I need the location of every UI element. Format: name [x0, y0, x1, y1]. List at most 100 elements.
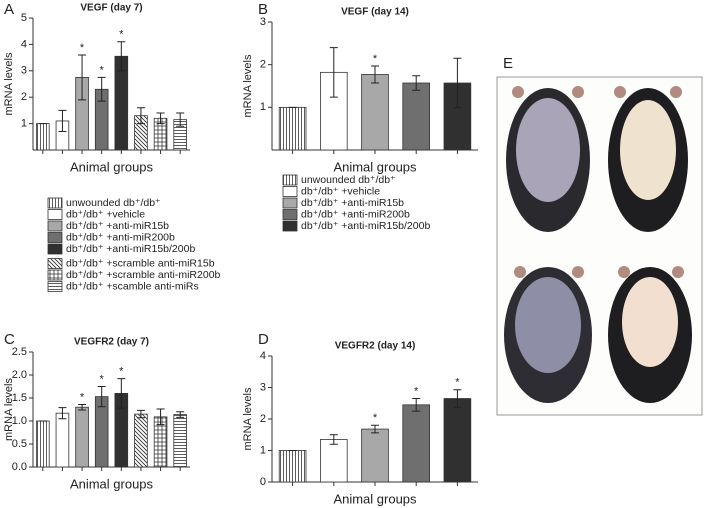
bar [361, 428, 389, 483]
legend-swatch [282, 186, 298, 197]
panel-letter: B [258, 1, 268, 18]
legend-label: unwounded db⁺/db⁺ [66, 197, 161, 209]
y-tick-label: 3 [260, 16, 266, 28]
bar [36, 420, 50, 468]
chart-title: VEGFR2 (day 14) [335, 341, 416, 352]
y-tick-label: 1 [21, 118, 27, 130]
error-bar [176, 112, 185, 127]
x-axis-title: Animal groups [333, 159, 417, 174]
error-bar [97, 386, 106, 408]
significance-mark: * [455, 377, 460, 389]
legend-swatch [47, 281, 63, 292]
y-tick-label: 4 [21, 38, 27, 50]
y-tick-label: 1 [260, 101, 266, 113]
error-bar [453, 57, 462, 109]
chart-title: VEGFR2 (day 7) [74, 337, 149, 348]
error-bar [97, 76, 106, 102]
error-bar [117, 41, 126, 72]
panel-letter: E [503, 55, 513, 72]
error-bar [329, 47, 338, 98]
legend-swatch [47, 209, 63, 220]
error-bar [58, 109, 67, 133]
significance-mark: * [373, 53, 378, 65]
panel-letter: C [4, 331, 15, 348]
significance-mark: * [373, 412, 378, 424]
error-bar [371, 65, 379, 84]
significance-mark: * [80, 42, 85, 54]
legend-label: db⁺/db⁺ +scramble anti-miR15b [66, 257, 215, 269]
significance-mark: * [119, 29, 124, 41]
y-axis-title: mRNA levels [3, 52, 15, 115]
error-bar [329, 434, 338, 445]
legend-swatch [47, 197, 63, 209]
bar [278, 450, 307, 483]
x-axis-title: Animal groups [70, 476, 154, 491]
legend-label: db⁺/db⁺ +anti-miR15b/200b [66, 243, 195, 255]
bar [173, 414, 187, 468]
error-bar [58, 407, 67, 420]
significance-mark: * [414, 385, 419, 397]
mouse [608, 266, 692, 403]
y-tick-label: 3 [21, 65, 27, 77]
y-tick-label: 3 [260, 381, 266, 393]
y-tick-label: 1.5 [12, 392, 27, 404]
legend-swatch [47, 243, 63, 255]
photo-panel: E [496, 55, 703, 416]
error-bar [453, 389, 462, 408]
legend-label: unwounded db⁺/db⁺ [301, 174, 396, 186]
y-tick-label: 0.0 [12, 461, 27, 473]
legend-label: db⁺/db⁺ +vehicle [301, 185, 380, 197]
y-tick-label: 2 [260, 413, 266, 425]
legend-swatch [47, 220, 63, 232]
significance-mark: * [100, 373, 105, 385]
error-bar [176, 411, 185, 418]
legend-label: db⁺/db⁺ +anti-miR15b [66, 220, 169, 232]
error-bar [78, 54, 87, 101]
error-bar [136, 107, 145, 125]
y-axis-title: mRNA levels [242, 54, 254, 117]
y-tick-label: 1.0 [12, 415, 27, 427]
y-axis-title: mRNA levels [242, 387, 254, 450]
legend-label: db⁺/db⁺ +vehicle [66, 208, 145, 220]
error-bar [136, 409, 145, 419]
bar [55, 412, 70, 468]
y-tick-label: 4 [260, 350, 266, 362]
legend-swatch [282, 220, 298, 232]
bar [320, 439, 348, 483]
y-tick-label: 2 [21, 91, 27, 103]
x-axis-title: Animal groups [70, 159, 154, 174]
legend-label: db⁺/db⁺ +scamble anti-miRs [66, 280, 199, 292]
mouse [506, 86, 590, 232]
chart-title: VEGF (day 14) [341, 7, 409, 18]
chart-title: VEGF (day 7) [80, 3, 142, 14]
bar [402, 82, 430, 151]
significance-mark: * [100, 64, 105, 76]
bar [361, 74, 389, 151]
legend-label: db⁺/db⁺ +scramble anti-miR200b [66, 269, 221, 281]
legend-swatch [282, 209, 298, 220]
bar [75, 406, 89, 468]
legend-swatch [47, 269, 63, 281]
x-axis-title: Animal groups [333, 491, 417, 506]
y-axis-title: mRNA levels [3, 378, 15, 441]
significance-mark: * [80, 391, 85, 403]
panel-letter: A [4, 1, 14, 18]
legend-swatch [282, 174, 298, 186]
panel-letter: D [258, 331, 269, 348]
legend-label: db⁺/db⁺ +anti-miR200b [66, 231, 175, 243]
legend-label: db⁺/db⁺ +anti-miR15b [301, 197, 404, 209]
legend-swatch [47, 232, 63, 243]
y-tick-label: 0 [260, 476, 266, 488]
error-bar [412, 398, 421, 412]
legend-label: db⁺/db⁺ +anti-miR15b/200b [301, 220, 430, 232]
y-tick-label: 2.5 [12, 346, 27, 358]
error-bar [156, 408, 165, 426]
y-tick-label: 1 [260, 444, 266, 456]
bar [443, 398, 472, 483]
error-bar [117, 378, 126, 409]
error-bar [371, 424, 379, 434]
y-tick-label: 5 [21, 12, 27, 24]
bar [36, 123, 50, 151]
y-tick-label: 2.0 [12, 369, 27, 381]
